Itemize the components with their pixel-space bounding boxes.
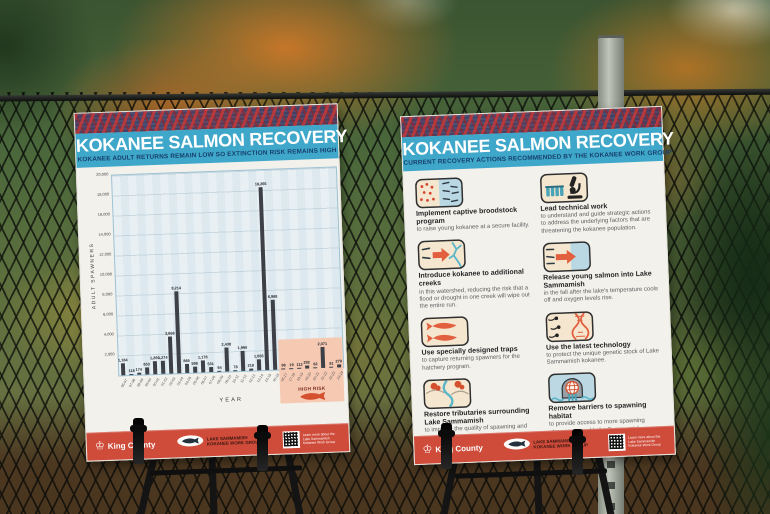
- tributaries-icon: [423, 375, 540, 410]
- actions-column-left: Implement captive broodstock program to r…: [415, 174, 541, 436]
- bar-value-label: 279: [335, 358, 343, 364]
- bar: [145, 367, 150, 375]
- king-county-logo: ♔ King County: [94, 439, 156, 452]
- bar: [184, 363, 190, 374]
- y-tick-label: 6,000: [103, 311, 114, 317]
- easel-clamp: [438, 423, 455, 469]
- genetics-icon: [545, 308, 662, 343]
- y-tick-label: 18,000: [96, 191, 109, 197]
- bar: [289, 368, 294, 370]
- bar: [281, 368, 286, 370]
- bar: [233, 370, 238, 372]
- bar: [129, 373, 134, 376]
- barriers-icon: [547, 369, 664, 404]
- king-county-logo: ♔ King County: [422, 442, 484, 456]
- bar: [240, 350, 246, 371]
- bar: [297, 367, 302, 369]
- bar: [320, 346, 326, 369]
- fish-oval-icon: [503, 436, 531, 455]
- bar: [313, 367, 318, 369]
- spawner-bar-chart: ADULT SPAWNERS 2,000 4,000 6,000 8,000 10,00…: [77, 158, 349, 432]
- action-item: Introduce kokanee to additional creeks in…: [417, 237, 535, 312]
- action-item: Lead technical work to understand and gui…: [539, 169, 657, 236]
- bar: [256, 359, 262, 371]
- y-tick-label: 4,000: [103, 331, 114, 337]
- qr-caption: Learn more about the Lake Sammamish Koka…: [302, 431, 336, 445]
- poster-footer: ♔ King County LAKE SAMMAMISH KOKANEE WOR…: [413, 425, 675, 465]
- action-item: Restore tributaries surrounding Lake Sam…: [423, 375, 541, 436]
- bar: [249, 368, 254, 371]
- y-tick-label: 20,000: [95, 171, 109, 177]
- action-item: Implement captive broodstock program to r…: [415, 174, 533, 234]
- y-tick-label: 2,000: [104, 351, 115, 357]
- easel-clamp: [569, 429, 586, 475]
- bar: [160, 360, 166, 374]
- salmon-icon: [300, 391, 326, 401]
- bar: [200, 360, 206, 373]
- release-icon: [542, 238, 659, 273]
- crown-icon: ♔: [94, 439, 105, 452]
- y-tick-label: 12,000: [98, 251, 111, 257]
- bar: [167, 336, 174, 374]
- bar: [152, 361, 158, 375]
- action-text: to understand and guide strategic action…: [540, 209, 651, 235]
- easel-clamp: [130, 418, 147, 464]
- workgroup-logo: LAKE SAMMAMISH KOKANEE WORK GROUP: [176, 431, 262, 452]
- y-tick-label: 14,000: [97, 231, 111, 237]
- poster-right: KOKANEE SALMON RECOVERY CURRENT RECOVERY…: [400, 105, 676, 466]
- recovery-actions: Implement captive broodstock program to r…: [403, 161, 673, 436]
- bar-series: 1,184 118 174 653 1,260 1,274 3,658 8,214 885 598…: [112, 167, 343, 376]
- qr-code: [607, 433, 626, 451]
- bar: [217, 370, 222, 372]
- y-tick-label: 16,000: [97, 211, 110, 217]
- traps-icon: [420, 314, 537, 349]
- qr-code-block: Learn more about the Lake Sammamish Koka…: [282, 423, 341, 454]
- creeks-icon: [417, 237, 534, 272]
- crown-icon: ♔: [422, 442, 433, 456]
- bar: [305, 365, 310, 369]
- microscope-icon: [539, 169, 656, 204]
- easel-clamp: [254, 425, 271, 471]
- high-risk-zone: HIGH RISK: [278, 337, 345, 404]
- y-tick-label: 8,000: [102, 291, 113, 297]
- poster-left: KOKANEE SALMON RECOVERY KOKANEE ADULT RE…: [73, 103, 351, 462]
- actions-column-right: Lead technical work to understand and gui…: [539, 169, 665, 435]
- bar: [120, 363, 126, 376]
- qr-caption: Learn more about the Lake Sammamish Koka…: [628, 434, 661, 448]
- bar: [193, 366, 198, 373]
- fish-oval-icon: [176, 433, 204, 452]
- y-axis-ticks: 2,000 4,000 6,000 8,000 10,000 12,000 14,000 16…: [82, 172, 117, 377]
- qr-code-block: Learn more about the Lake Sammamish Koka…: [607, 426, 667, 457]
- bar: [224, 347, 230, 372]
- y-tick-label: 10,000: [99, 271, 112, 277]
- action-item: Release young salmon into Lake Sammamish…: [542, 238, 660, 305]
- action-text: in this watershed, reducing the risk tha…: [419, 284, 530, 310]
- poster-footer: ♔ King County LAKE SAMMAMISH KOKANEE WOR…: [86, 423, 350, 461]
- x-tick-label: 23-24: [335, 370, 344, 381]
- workgroup-logo: LAKE SAMMAMISH KOKANEE WORK GROUP: [503, 434, 589, 455]
- bar: [137, 372, 142, 375]
- action-item: Use specially designed traps to capture r…: [420, 314, 538, 373]
- bar: [337, 364, 342, 368]
- action-item: Remove barriers to spawning habitat to pr…: [547, 369, 665, 436]
- bar: [209, 367, 214, 373]
- qr-code: [282, 430, 301, 449]
- bar: [329, 366, 334, 368]
- action-item: Use the latest technology to protect the …: [545, 308, 663, 367]
- broodstock-icon: [415, 174, 532, 209]
- plot-area: 2,000 4,000 6,000 8,000 10,000 12,000 14,000 16…: [96, 166, 345, 404]
